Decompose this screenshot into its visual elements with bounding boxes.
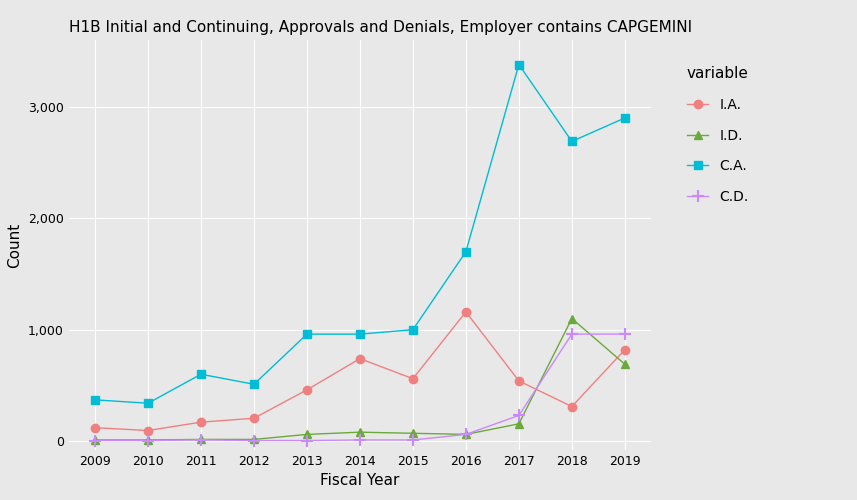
I.D. [90, 437, 100, 443]
I.D. [566, 316, 577, 322]
C.A. [408, 326, 418, 332]
X-axis label: Fiscal Year: Fiscal Year [321, 474, 399, 488]
I.D. [620, 361, 630, 367]
C.A. [249, 382, 259, 388]
I.A. [408, 376, 418, 382]
Line: I.A.: I.A. [91, 308, 629, 434]
C.A. [620, 115, 630, 121]
C.A. [143, 400, 153, 406]
C.D. [513, 412, 524, 418]
C.D. [408, 437, 418, 443]
I.A. [249, 415, 259, 421]
C.A. [461, 248, 471, 254]
C.A. [566, 138, 577, 144]
Line: I.D.: I.D. [91, 314, 629, 444]
C.D. [461, 432, 471, 438]
C.D. [620, 331, 630, 337]
C.A. [355, 331, 365, 337]
I.A. [196, 419, 207, 425]
Legend: I.A., I.D., C.A., C.D.: I.A., I.D., C.A., C.D. [676, 55, 760, 215]
I.D. [249, 436, 259, 442]
C.A. [196, 371, 207, 377]
C.A. [90, 397, 100, 403]
Y-axis label: Count: Count [7, 222, 22, 268]
C.D. [196, 437, 207, 443]
I.D. [408, 430, 418, 436]
C.D. [355, 437, 365, 443]
I.D. [196, 436, 207, 442]
I.A. [513, 378, 524, 384]
I.D. [355, 429, 365, 435]
C.D. [249, 438, 259, 444]
I.D. [513, 421, 524, 427]
Line: C.A.: C.A. [91, 60, 629, 408]
C.A. [302, 331, 312, 337]
I.A. [143, 428, 153, 434]
C.D. [143, 438, 153, 444]
I.A. [566, 404, 577, 409]
I.A. [90, 424, 100, 430]
C.D. [566, 331, 577, 337]
I.D. [143, 437, 153, 443]
Line: C.D.: C.D. [89, 328, 631, 447]
C.D. [302, 438, 312, 444]
C.D. [90, 438, 100, 444]
I.A. [302, 387, 312, 393]
I.A. [461, 309, 471, 315]
Text: H1B Initial and Continuing, Approvals and Denials, Employer contains CAPGEMINI: H1B Initial and Continuing, Approvals an… [69, 20, 692, 35]
I.D. [461, 432, 471, 438]
I.A. [620, 346, 630, 352]
C.A. [513, 62, 524, 68]
I.D. [302, 432, 312, 438]
I.A. [355, 356, 365, 362]
